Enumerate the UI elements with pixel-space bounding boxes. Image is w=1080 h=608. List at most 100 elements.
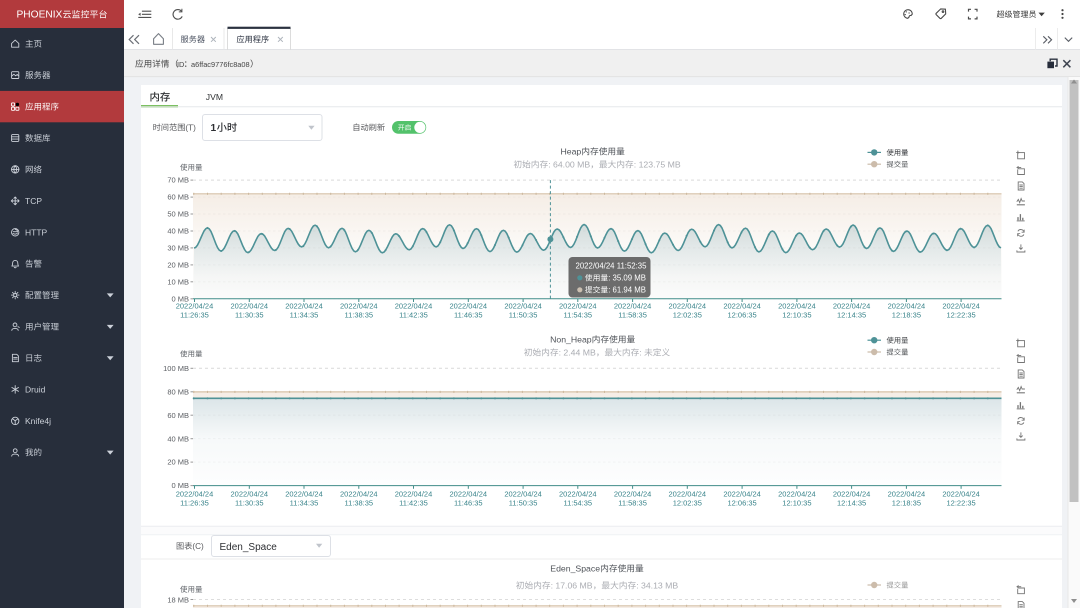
- svg-text:2022/04/24: 2022/04/24: [888, 489, 926, 498]
- svg-text::: :: [559, 348, 561, 358]
- svg-text:2022/04/24: 2022/04/24: [778, 489, 816, 498]
- svg-text:12:22:35: 12:22:35: [946, 310, 975, 319]
- svg-text:Knife4j: Knife4j: [25, 416, 51, 426]
- svg-text:2022/04/24: 2022/04/24: [778, 301, 816, 310]
- svg-text:12:06:35: 12:06:35: [727, 310, 756, 319]
- svg-text:11:54:35: 11:54:35: [563, 310, 592, 319]
- svg-text:PHOENIX: PHOENIX: [17, 10, 63, 21]
- svg-text:2022/04/24: 2022/04/24: [942, 489, 980, 498]
- svg-text:11:38:35: 11:38:35: [344, 310, 373, 319]
- svg-text:a6ffac9776fc8a08: a6ffac9776fc8a08: [191, 60, 250, 69]
- svg-text:12:22:35: 12:22:35: [946, 498, 975, 507]
- svg-text:2022/04/24: 2022/04/24: [450, 489, 488, 498]
- svg-text:12:06:35: 12:06:35: [727, 498, 756, 507]
- svg-text:2022/04/24: 2022/04/24: [285, 489, 323, 498]
- svg-text:17.06 MB: 17.06 MB: [555, 581, 592, 591]
- svg-text:2022/04/24: 2022/04/24: [942, 301, 980, 310]
- svg-text:12:14:35: 12:14:35: [837, 498, 866, 507]
- svg-text:11:58:35: 11:58:35: [618, 310, 647, 319]
- svg-text:HTTP: HTTP: [25, 227, 48, 237]
- svg-text:60 MB: 60 MB: [167, 411, 189, 420]
- svg-text:11:50:35: 11:50:35: [509, 498, 538, 507]
- svg-text:2022/04/24: 2022/04/24: [176, 489, 214, 498]
- svg-text:2022/04/24: 2022/04/24: [395, 301, 433, 310]
- svg-text::: :: [639, 348, 641, 358]
- svg-text:2022/04/24: 2022/04/24: [176, 301, 214, 310]
- svg-text:Eden_Space: Eden_Space: [220, 542, 278, 553]
- svg-text:2022/04/24: 2022/04/24: [504, 489, 542, 498]
- svg-text:JVM: JVM: [206, 92, 223, 102]
- svg-text:30 MB: 30 MB: [167, 244, 189, 253]
- svg-text:50 MB: 50 MB: [167, 210, 189, 219]
- svg-text::: :: [548, 160, 550, 170]
- svg-text:20 MB: 20 MB: [167, 458, 189, 467]
- svg-text:2022/04/24: 2022/04/24: [285, 301, 323, 310]
- svg-text:2022/04/24: 2022/04/24: [340, 301, 378, 310]
- svg-text:11:34:35: 11:34:35: [290, 310, 319, 319]
- svg-text:2022/04/24: 2022/04/24: [559, 489, 597, 498]
- svg-text:2022/04/24: 2022/04/24: [340, 489, 378, 498]
- svg-text:0 MB: 0 MB: [171, 294, 189, 303]
- svg-text:11:26:35: 11:26:35: [180, 310, 209, 319]
- svg-text:11:38:35: 11:38:35: [344, 498, 373, 507]
- svg-text:2022/04/24: 2022/04/24: [888, 301, 926, 310]
- svg-text:Non_Heap: Non_Heap: [550, 335, 592, 345]
- svg-text:18 MB: 18 MB: [167, 595, 189, 604]
- svg-text:Heap: Heap: [561, 147, 582, 157]
- svg-text:20 MB: 20 MB: [167, 261, 189, 270]
- svg-text:2022/04/24: 2022/04/24: [614, 489, 652, 498]
- svg-text::: :: [634, 160, 636, 170]
- svg-text:60 MB: 60 MB: [167, 193, 189, 202]
- svg-text:12:02:35: 12:02:35: [673, 310, 702, 319]
- svg-text:2022/04/24: 2022/04/24: [450, 301, 488, 310]
- svg-text:80 MB: 80 MB: [167, 387, 189, 396]
- svg-text:11:26:35: 11:26:35: [180, 498, 209, 507]
- svg-text:12:10:35: 12:10:35: [782, 498, 811, 507]
- svg-text:10 MB: 10 MB: [167, 277, 189, 286]
- svg-text:12:18:35: 12:18:35: [892, 498, 921, 507]
- svg-text:Druid: Druid: [25, 385, 46, 395]
- svg-text:: 61.94 MB: : 61.94 MB: [608, 286, 646, 295]
- svg-text:Eden_Space: Eden_Space: [550, 564, 600, 574]
- svg-text:2022/04/24: 2022/04/24: [504, 301, 542, 310]
- svg-text:11:30:35: 11:30:35: [235, 310, 264, 319]
- svg-text:11:42:35: 11:42:35: [399, 498, 428, 507]
- svg-text:34.13 MB: 34.13 MB: [641, 581, 678, 591]
- svg-text:1: 1: [211, 123, 217, 134]
- svg-text:12:14:35: 12:14:35: [837, 310, 866, 319]
- svg-text:2022/04/24: 2022/04/24: [669, 489, 707, 498]
- svg-text:TCP: TCP: [25, 196, 42, 206]
- svg-text:11:54:35: 11:54:35: [563, 498, 592, 507]
- svg-text:12:02:35: 12:02:35: [673, 498, 702, 507]
- svg-text:2022/04/24: 2022/04/24: [833, 489, 871, 498]
- svg-text:ID: ID: [177, 60, 184, 69]
- svg-text:2022/04/24: 2022/04/24: [231, 489, 269, 498]
- svg-text:12:18:35: 12:18:35: [892, 310, 921, 319]
- svg-text:11:58:35: 11:58:35: [618, 498, 647, 507]
- svg-text:2.44 MB: 2.44 MB: [563, 348, 596, 358]
- svg-text::: :: [551, 581, 553, 591]
- svg-text:12:10:35: 12:10:35: [782, 310, 811, 319]
- svg-text:2022/04/24: 2022/04/24: [669, 301, 707, 310]
- svg-text:11:46:35: 11:46:35: [454, 498, 483, 507]
- svg-text:64.00 MB: 64.00 MB: [553, 160, 590, 170]
- svg-text:11:30:35: 11:30:35: [235, 498, 264, 507]
- svg-text:0 MB: 0 MB: [171, 481, 189, 490]
- svg-text:70 MB: 70 MB: [167, 176, 189, 185]
- svg-text:11:46:35: 11:46:35: [454, 310, 483, 319]
- svg-text:2022/04/24: 2022/04/24: [231, 301, 269, 310]
- svg-text:11:42:35: 11:42:35: [399, 310, 428, 319]
- svg-text:40 MB: 40 MB: [167, 434, 189, 443]
- svg-text:(T): (T): [185, 123, 196, 132]
- svg-text:11:34:35: 11:34:35: [290, 498, 319, 507]
- svg-text:2022/04/24: 2022/04/24: [723, 489, 761, 498]
- svg-text:2022/04/24 11:52:35: 2022/04/24 11:52:35: [576, 261, 648, 270]
- svg-text:123.75 MB: 123.75 MB: [639, 160, 681, 170]
- svg-text:2022/04/24: 2022/04/24: [614, 301, 652, 310]
- svg-text:2022/04/24: 2022/04/24: [833, 301, 871, 310]
- svg-text:2022/04/24: 2022/04/24: [723, 301, 761, 310]
- svg-text:2022/04/24: 2022/04/24: [395, 489, 433, 498]
- svg-text:: 35.09 MB: : 35.09 MB: [608, 274, 646, 283]
- svg-text:(C): (C): [192, 542, 204, 551]
- svg-text:40 MB: 40 MB: [167, 227, 189, 236]
